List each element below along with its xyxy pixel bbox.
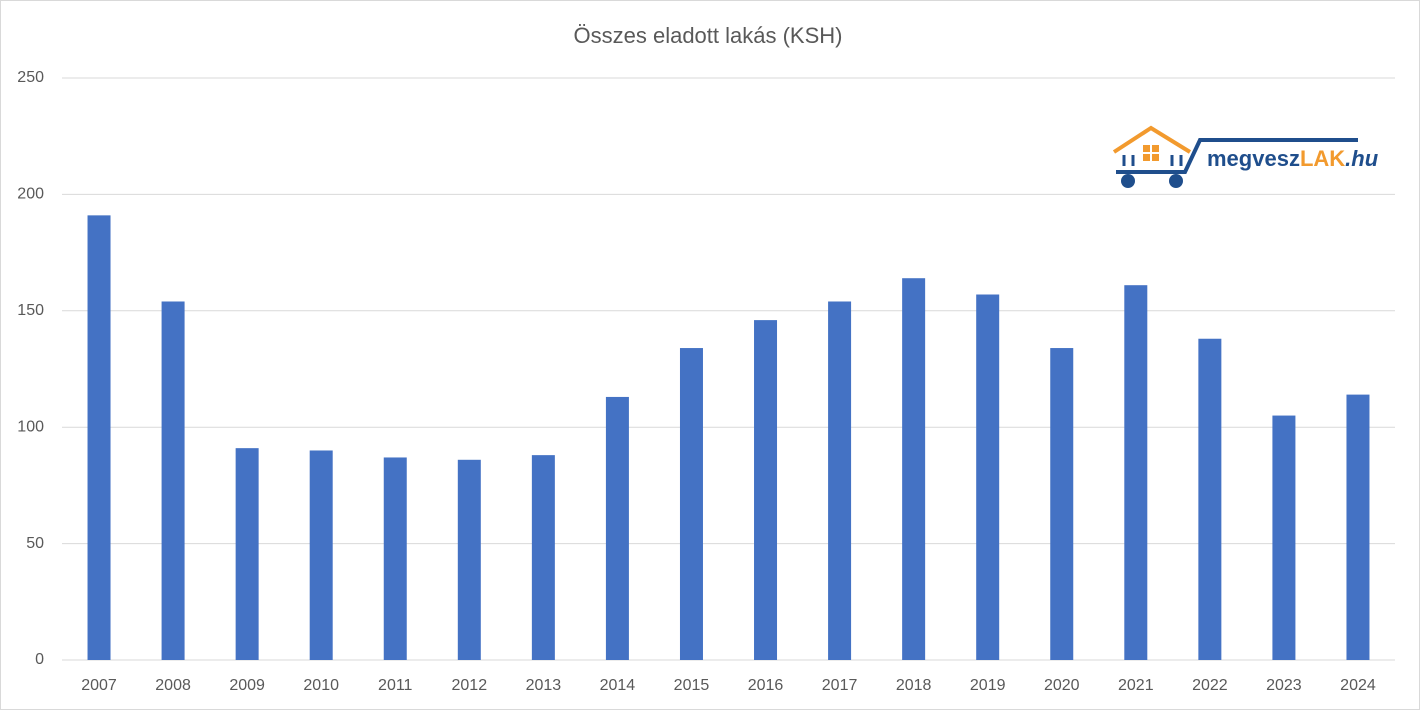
- bar: [828, 301, 852, 660]
- logo: megveszLAK.hu: [1112, 125, 1379, 188]
- bar: [161, 301, 185, 660]
- logo-text-part: .hu: [1345, 146, 1379, 171]
- x-tick-label: 2015: [674, 677, 710, 694]
- bar: [1272, 415, 1296, 660]
- x-tick-label: 2012: [452, 677, 488, 694]
- x-tick-label: 2024: [1340, 677, 1376, 694]
- x-tick-label: 2021: [1118, 677, 1154, 694]
- bar: [235, 448, 259, 660]
- x-tick-label: 2018: [896, 677, 932, 694]
- bar: [1346, 394, 1370, 660]
- logo-text: megveszLAK.hu: [1207, 146, 1379, 171]
- x-tick-label: 2016: [748, 677, 784, 694]
- bar: [531, 455, 555, 660]
- y-tick-label: 250: [17, 69, 44, 86]
- chart-title: Összes eladott lakás (KSH): [574, 23, 843, 48]
- x-tick-label: 2010: [303, 677, 339, 694]
- x-tick-label: 2023: [1266, 677, 1302, 694]
- bar: [605, 396, 629, 660]
- bar: [457, 459, 481, 660]
- x-tick-label: 2019: [970, 677, 1006, 694]
- bar: [383, 457, 407, 660]
- x-tick-label: 2020: [1044, 677, 1080, 694]
- logo-cart: [1116, 138, 1358, 174]
- bar: [1050, 348, 1074, 660]
- logo-text-part: megvesz: [1207, 146, 1300, 171]
- bar: [976, 294, 1000, 660]
- logo-wheel: [1121, 174, 1135, 188]
- bar: [1198, 338, 1222, 660]
- x-tick-label: 2013: [526, 677, 562, 694]
- x-tick-label: 2008: [155, 677, 191, 694]
- x-tick-label: 2011: [378, 677, 413, 694]
- bar: [679, 348, 703, 660]
- bar: [309, 450, 333, 660]
- bar: [754, 320, 778, 660]
- x-tick-label: 2007: [81, 677, 117, 694]
- x-tick-label: 2022: [1192, 677, 1228, 694]
- logo-wheel: [1169, 174, 1183, 188]
- bar: [1124, 285, 1148, 660]
- logo-text-part: LAK: [1300, 146, 1345, 171]
- y-tick-label: 150: [17, 302, 44, 319]
- bar: [902, 278, 926, 660]
- x-tick-label: 2009: [229, 677, 265, 694]
- y-tick-label: 100: [17, 418, 44, 435]
- x-tick-label: 2017: [822, 677, 858, 694]
- y-tick-label: 50: [26, 535, 44, 552]
- y-tick-label: 200: [17, 186, 44, 203]
- logo-roof: [1112, 125, 1192, 154]
- y-tick-label: 0: [35, 651, 44, 668]
- bar: [87, 215, 111, 661]
- x-tick-label: 2014: [600, 677, 636, 694]
